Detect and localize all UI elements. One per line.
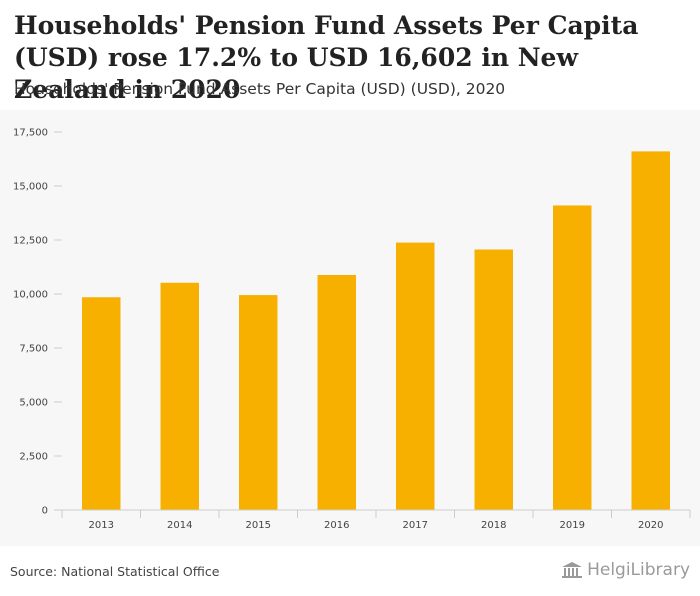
chart-title: Households' Pension Fund Assets Per Capi… xyxy=(14,11,639,104)
bar-2014[interactable] xyxy=(160,282,199,510)
x-axis: 2013 2014 2015 2016 2017 2018 2019 2020 xyxy=(61,510,691,531)
x-tick-label: 2019 xyxy=(560,520,585,531)
chart-area: 0 2,500 5,000 7,500 10,000 12,500 15,000 17,500… xyxy=(0,110,700,546)
x-tick-label: 2016 xyxy=(324,520,349,531)
y-tick-label: 17,500 xyxy=(13,128,48,139)
source-note: Source: National Statistical Office xyxy=(10,564,220,579)
helgilibrary-logo[interactable]: HelgiLibrary xyxy=(561,560,690,580)
x-tick-label: 2017 xyxy=(403,520,428,531)
y-tick-label: 5,000 xyxy=(19,398,48,409)
bar-2018[interactable] xyxy=(474,249,513,510)
bar-2015[interactable] xyxy=(239,295,278,510)
y-tick-label: 2,500 xyxy=(19,452,48,463)
y-axis: 0 2,500 5,000 7,500 10,000 12,500 15,000 17,500 xyxy=(13,128,62,517)
x-tick-label: 2013 xyxy=(89,520,114,531)
bar-2017[interactable] xyxy=(396,242,435,511)
y-tick-label: 10,000 xyxy=(13,290,48,301)
library-building-icon xyxy=(562,562,583,578)
x-tick-label: 2020 xyxy=(638,520,663,531)
x-tick-label: 2014 xyxy=(167,520,192,531)
bar-2019[interactable] xyxy=(553,205,592,510)
bar-series xyxy=(82,151,670,511)
logo-text: HelgiLibrary xyxy=(587,560,690,580)
chart-subtitle: Households' Pension Fund Assets Per Capi… xyxy=(14,80,506,98)
bar-2016[interactable] xyxy=(317,274,356,510)
x-tick-label: 2015 xyxy=(246,520,271,531)
y-tick-label: 7,500 xyxy=(19,344,48,355)
bar-2013[interactable] xyxy=(82,297,121,510)
bar-2020[interactable] xyxy=(631,151,670,511)
y-tick-label: 15,000 xyxy=(13,182,48,193)
y-tick-label: 0 xyxy=(42,506,48,517)
x-tick-label: 2018 xyxy=(481,520,506,531)
bar-chart: 0 2,500 5,000 7,500 10,000 12,500 15,000 17,500… xyxy=(0,110,700,546)
y-tick-label: 12,500 xyxy=(13,236,48,247)
